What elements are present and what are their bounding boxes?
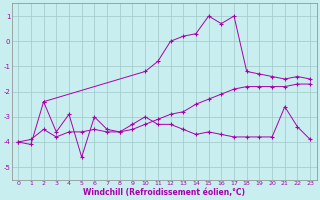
X-axis label: Windchill (Refroidissement éolien,°C): Windchill (Refroidissement éolien,°C) [83,188,245,197]
